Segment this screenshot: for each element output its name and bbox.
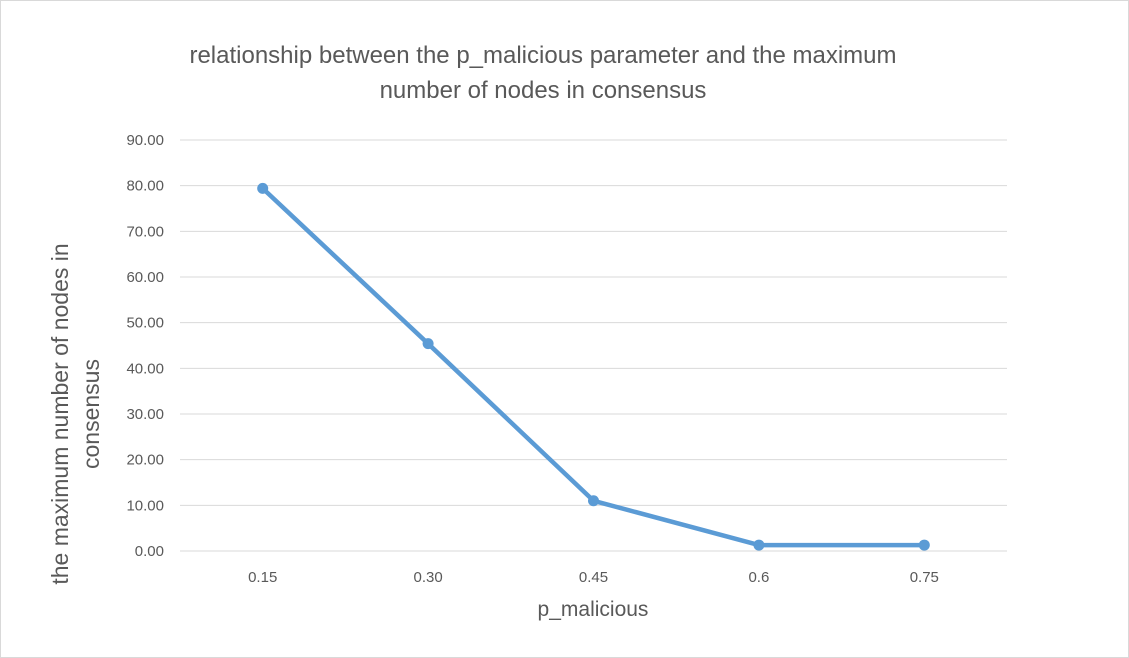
chart-title-line-1: relationship between the p_malicious par… (189, 42, 896, 69)
x-tick-label: 0.45 (579, 569, 608, 586)
y-axis-title-line-1: the maximum number of nodes in (47, 243, 73, 584)
data-point-marker (918, 539, 930, 551)
y-tick-label: 0.00 (135, 543, 164, 560)
data-point-marker (588, 495, 599, 507)
x-tick-label: 0.15 (248, 569, 277, 586)
y-tick-label: 40.00 (126, 360, 164, 377)
x-tick-label: 0.75 (910, 569, 939, 586)
y-tick-label: 30.00 (126, 406, 164, 423)
series-line (260, 186, 927, 548)
y-tick-label: 90.00 (126, 132, 164, 149)
y-tick-label: 60.00 (126, 269, 164, 286)
y-tick-label: 70.00 (126, 223, 164, 240)
y-tick-label: 50.00 (126, 315, 164, 332)
y-axis-title-line-2: consensus (78, 359, 104, 469)
y-tick-label: 20.00 (126, 452, 164, 469)
x-tick-label: 0.6 (748, 569, 769, 586)
x-axis-title: p_malicious (538, 598, 649, 621)
y-axis-tick-labels: 0.00 10.00 20.00 30.00 40.00 50.00 60.00 70.00 8… (126, 132, 164, 560)
data-point-marker (257, 182, 269, 194)
data-series (257, 182, 930, 551)
y-tick-label: 80.00 (126, 178, 164, 195)
data-point-marker (753, 539, 765, 551)
data-point-marker (422, 338, 434, 350)
y-tick-label: 10.00 (126, 497, 164, 514)
x-tick-label: 0.30 (413, 569, 442, 586)
chart-title-line-2: number of nodes in consensus (380, 77, 707, 104)
x-axis-tick-labels: 0.15 0.30 0.45 0.6 0.75 (248, 569, 939, 586)
gridlines (180, 139, 1007, 552)
